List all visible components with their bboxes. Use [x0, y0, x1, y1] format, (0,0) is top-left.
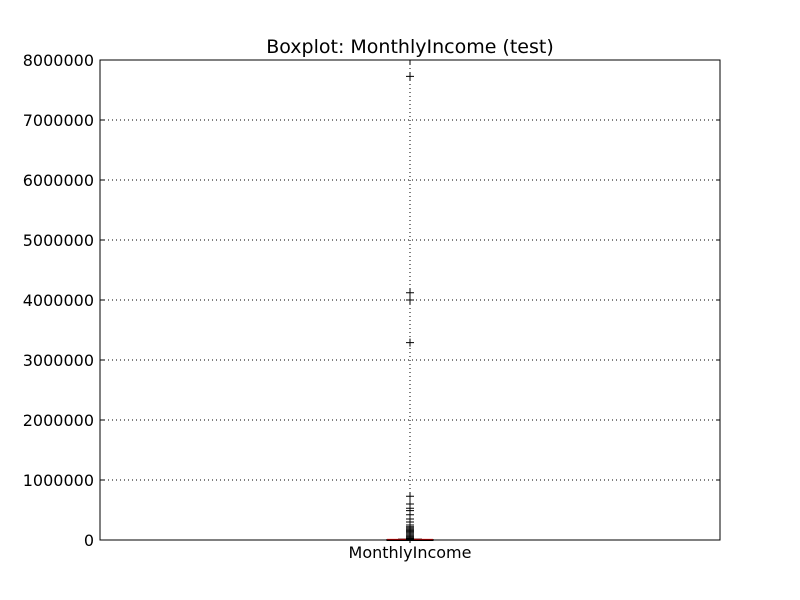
x-tick-label: MonthlyIncome: [349, 543, 472, 562]
outlier-point: [406, 296, 414, 304]
outlier-points: [406, 72, 414, 543]
outlier-point: [406, 72, 414, 81]
x-axis-ticks: MonthlyIncome: [349, 60, 472, 562]
y-tick-label: 0: [84, 531, 94, 550]
y-tick-label: 1000000: [23, 471, 94, 490]
y-tick-label: 4000000: [23, 291, 94, 310]
outlier-point: [406, 288, 414, 297]
y-tick-label: 2000000: [23, 411, 94, 430]
outlier-point: [406, 492, 414, 501]
y-tick-label: 7000000: [23, 111, 94, 130]
y-axis-ticks: 0 1000000 2000000 3000000 4000000 5000000 6000…: [23, 51, 720, 550]
y-tick-label: 5000000: [23, 231, 94, 250]
outlier-point: [406, 338, 414, 347]
grid-lines: [100, 60, 720, 540]
y-tick-label: 3000000: [23, 351, 94, 370]
outlier-point: [406, 534, 414, 543]
y-tick-label: 8000000: [23, 51, 94, 70]
chart-title: Boxplot: MonthlyIncome (test): [266, 36, 554, 58]
plot-frame: [99, 59, 721, 541]
y-tick-label: 6000000: [23, 171, 94, 190]
